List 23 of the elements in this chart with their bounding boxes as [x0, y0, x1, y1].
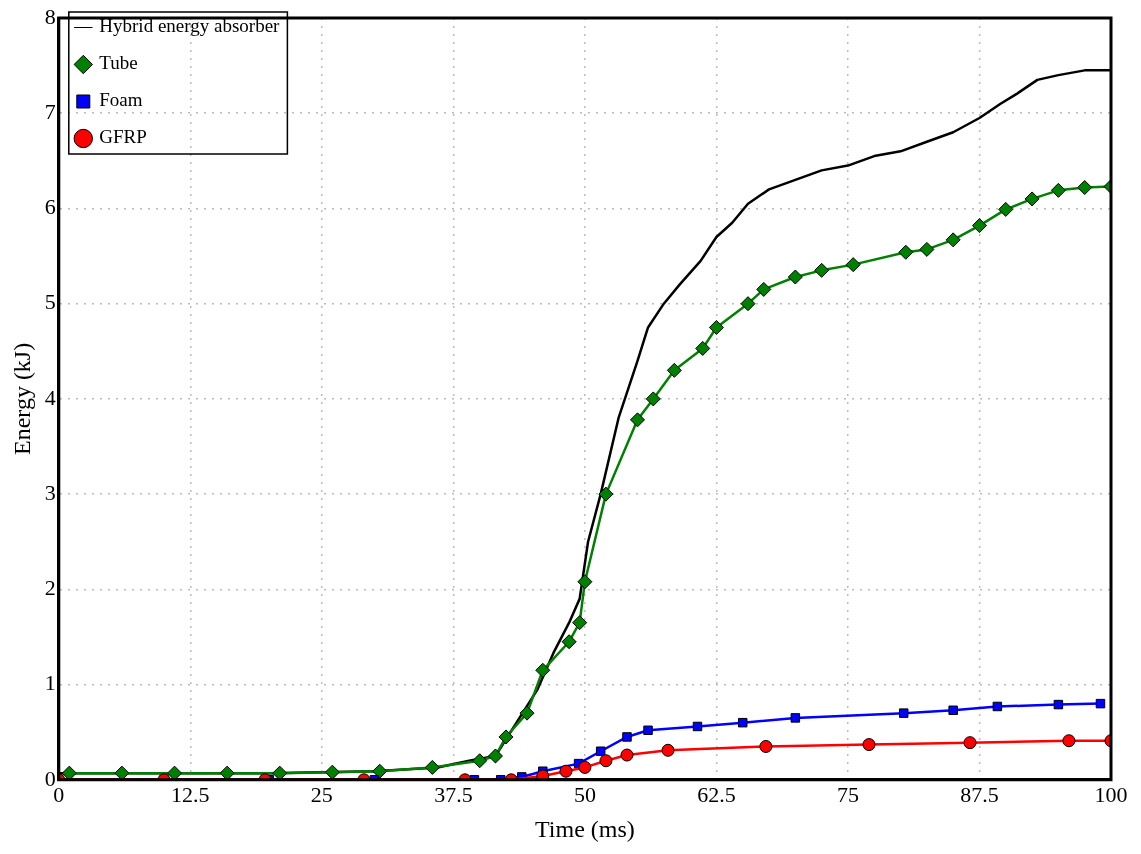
legend-label: GFRP — [99, 126, 147, 148]
y-tick-label: 4 — [44, 384, 56, 410]
x-tick-label: 75 — [836, 781, 859, 807]
y-tick-label: 0 — [44, 765, 56, 791]
x-tick-label: 62.5 — [697, 781, 736, 807]
legend-label: Tube — [99, 52, 138, 74]
x-tick-label: 25 — [310, 781, 333, 807]
x-tick-label: 100 — [1094, 781, 1128, 807]
legend-label: Foam — [99, 89, 143, 111]
y-tick-label: 7 — [44, 99, 56, 125]
y-tick-label: 2 — [44, 575, 56, 601]
x-tick-label: 87.5 — [960, 781, 999, 807]
legend-label: Hybrid energy absorber — [99, 15, 281, 37]
y-tick-label: 5 — [44, 289, 56, 315]
y-tick-label: 3 — [44, 479, 56, 505]
y-tick-label: 6 — [44, 194, 56, 220]
x-axis-title: Time (ms) — [535, 815, 635, 842]
x-tick-label: 37.5 — [434, 781, 473, 807]
y-tick-label: 8 — [44, 3, 56, 29]
y-tick-label: 1 — [44, 670, 56, 696]
x-tick-label: 12.5 — [171, 781, 210, 807]
x-tick-label: 50 — [573, 781, 596, 807]
y-axis-title: Energy (kJ) — [8, 342, 35, 455]
